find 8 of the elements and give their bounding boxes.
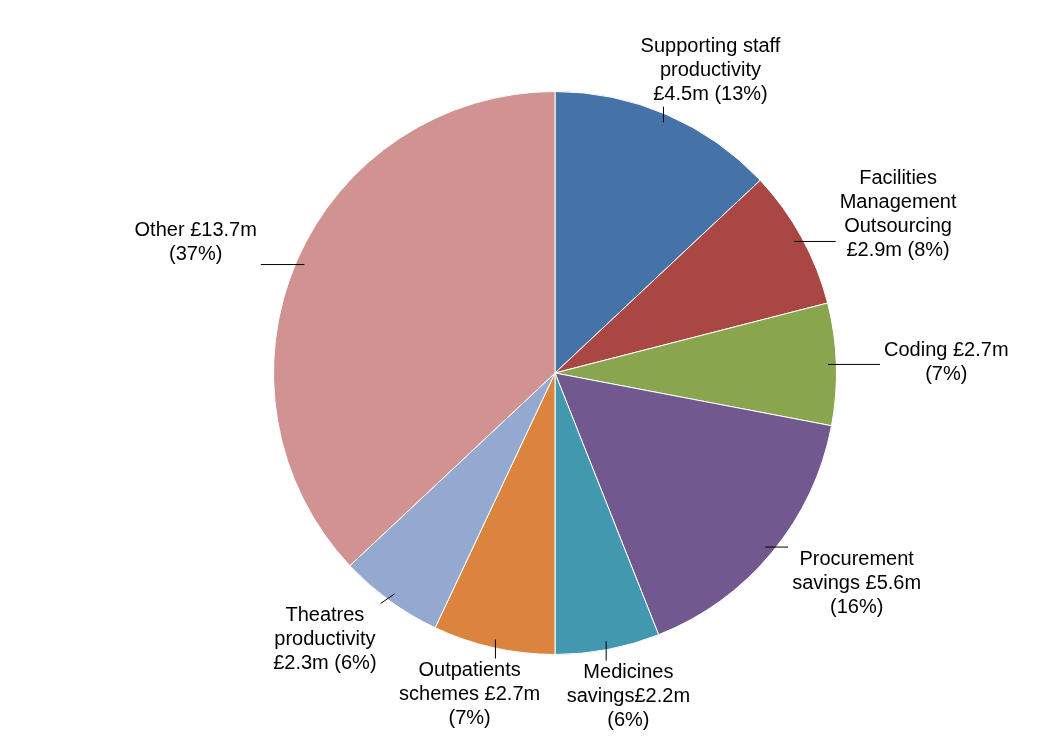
slice-label: Facilities Management Outsourcing £2.9m (8%) [839,165,957,260]
slice-label: Outpatients schemes £2.7m (7%) [399,658,541,729]
slice-label: Supporting staff productivity £4.5m (13%) [640,34,781,105]
slice-label: Procurement savings £5.6m (16%) [792,546,922,617]
slice-label: Other £13.7m (37%) [134,217,257,264]
slice-label: Theatres productivity £2.3m (6%) [273,603,377,674]
slice-label: Coding £2.7m (7%) [884,338,1009,385]
slice-label: Medicines savings£2.2m (6%) [566,660,691,731]
